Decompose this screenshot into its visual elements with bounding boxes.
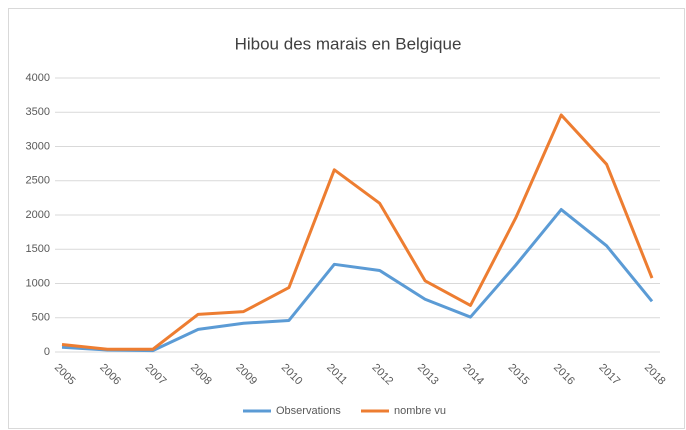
y-tick-label: 2000	[26, 209, 50, 221]
legend-label: nombre vu	[394, 405, 446, 417]
y-tick-label: 500	[32, 312, 50, 324]
legend-label: Observations	[276, 405, 341, 417]
series-line	[61, 113, 654, 351]
y-tick-label: 3000	[26, 140, 50, 152]
chart-title: Hibou des marais en Belgique	[235, 34, 462, 53]
y-tick-label: 3500	[26, 106, 50, 118]
y-tick-label: 1000	[26, 277, 50, 289]
y-tick-label: 0	[44, 346, 50, 358]
y-tick-label: 4000	[26, 72, 50, 84]
y-tick-label: 2500	[26, 175, 50, 187]
y-tick-label: 1500	[26, 243, 50, 255]
series-line	[61, 208, 654, 353]
